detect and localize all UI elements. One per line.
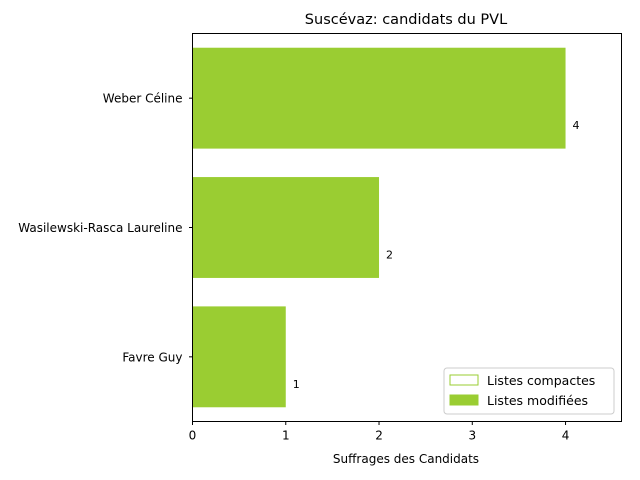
bar-value-label-0: 4 bbox=[573, 119, 580, 132]
x-tick-label-0: 0 bbox=[189, 429, 197, 443]
legend-box bbox=[443, 367, 615, 415]
x-tick-label-2: 2 bbox=[375, 429, 383, 443]
x-axis-ticks: 0 1 2 3 4 bbox=[189, 421, 570, 443]
value-labels: 4 2 1 bbox=[293, 119, 580, 391]
bars bbox=[192, 47, 566, 408]
bar-2 bbox=[192, 306, 286, 408]
x-tick-label-1: 1 bbox=[282, 429, 290, 443]
chart-title: Suscévaz: candidats du PVL bbox=[305, 12, 507, 28]
x-axis-title: Suffrages des Candidats bbox=[333, 452, 479, 466]
bar-value-label-2: 1 bbox=[293, 378, 300, 391]
y-tick-label-0: Weber Céline bbox=[103, 92, 183, 106]
bar-value-label-1: 2 bbox=[386, 249, 393, 262]
legend-label-0: Listes compactes bbox=[487, 373, 595, 388]
legend-label-1: Listes modifiées bbox=[487, 393, 588, 408]
legend: Listes compactes Listes modifiées bbox=[443, 367, 615, 415]
y-tick-label-1: Wasilewski-Rasca Laureline bbox=[18, 221, 182, 235]
x-tick-label-4: 4 bbox=[562, 429, 570, 443]
bar-1 bbox=[192, 177, 380, 278]
x-tick-label-3: 3 bbox=[468, 429, 476, 443]
y-axis-ticks: Weber Céline Wasilewski-Rasca Laureline Fa… bbox=[18, 92, 193, 364]
bar-0 bbox=[192, 47, 566, 149]
legend-swatch-1 bbox=[449, 394, 479, 406]
y-tick-label-2: Favre Guy bbox=[122, 350, 182, 364]
legend-swatch-0 bbox=[449, 374, 479, 386]
